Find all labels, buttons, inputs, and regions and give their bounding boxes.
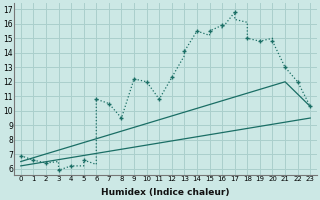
X-axis label: Humidex (Indice chaleur): Humidex (Indice chaleur) [101,188,230,197]
